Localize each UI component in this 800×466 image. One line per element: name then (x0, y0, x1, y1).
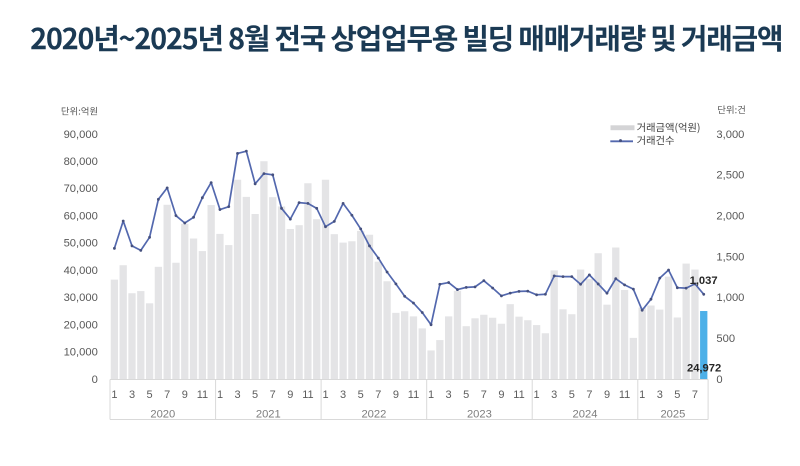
svg-text:3: 3 (234, 389, 240, 401)
svg-text:20,000: 20,000 (64, 319, 98, 331)
svg-text:1: 1 (322, 389, 328, 401)
svg-text:5: 5 (252, 389, 258, 401)
svg-text:1: 1 (111, 389, 117, 401)
svg-text:2,500: 2,500 (716, 170, 744, 182)
svg-text:5: 5 (147, 389, 153, 401)
svg-text:3,000: 3,000 (716, 129, 744, 141)
svg-text:10,000: 10,000 (64, 347, 98, 359)
svg-text:2021: 2021 (256, 409, 281, 421)
svg-text:7: 7 (586, 389, 592, 401)
svg-text:2025: 2025 (660, 409, 685, 421)
svg-text:2020: 2020 (150, 409, 175, 421)
svg-text:11: 11 (302, 389, 313, 401)
svg-text:11: 11 (513, 389, 524, 401)
svg-text:70,000: 70,000 (64, 183, 98, 195)
svg-text:2022: 2022 (361, 409, 386, 421)
svg-text:3: 3 (657, 389, 663, 401)
svg-text:1,037: 1,037 (690, 275, 718, 287)
svg-text:5: 5 (674, 389, 680, 401)
svg-text:30,000: 30,000 (64, 292, 98, 304)
svg-text:0: 0 (716, 374, 722, 386)
svg-text:9: 9 (393, 389, 399, 401)
svg-text:11: 11 (197, 389, 208, 401)
svg-text:1: 1 (534, 389, 540, 401)
svg-text:5: 5 (569, 389, 575, 401)
svg-text:1: 1 (428, 389, 434, 401)
svg-text:500: 500 (716, 333, 735, 345)
svg-text:2024: 2024 (573, 409, 598, 421)
svg-text:3: 3 (446, 389, 452, 401)
svg-text:9: 9 (182, 389, 188, 401)
svg-text:9: 9 (498, 389, 504, 401)
svg-text:11: 11 (408, 389, 419, 401)
svg-text:2023: 2023 (467, 409, 492, 421)
svg-text:50,000: 50,000 (64, 238, 98, 250)
svg-text:7: 7 (375, 389, 381, 401)
svg-text:5: 5 (463, 389, 469, 401)
svg-text:90,000: 90,000 (64, 129, 98, 141)
svg-text:1,500: 1,500 (716, 251, 744, 263)
svg-text:3: 3 (551, 389, 557, 401)
svg-text:40,000: 40,000 (64, 265, 98, 277)
svg-text:11: 11 (619, 389, 630, 401)
svg-text:3: 3 (129, 389, 135, 401)
svg-text:3: 3 (340, 389, 346, 401)
svg-text:2,000: 2,000 (716, 211, 744, 223)
svg-text:60,000: 60,000 (64, 211, 98, 223)
svg-text:1: 1 (639, 389, 645, 401)
svg-text:9: 9 (287, 389, 293, 401)
svg-text:7: 7 (270, 389, 276, 401)
svg-text:1: 1 (217, 389, 223, 401)
svg-text:80,000: 80,000 (64, 156, 98, 168)
svg-text:0: 0 (92, 374, 98, 386)
svg-text:24,972: 24,972 (687, 362, 721, 374)
svg-text:7: 7 (481, 389, 487, 401)
svg-text:7: 7 (692, 389, 698, 401)
svg-text:1,000: 1,000 (716, 292, 744, 304)
svg-text:5: 5 (358, 389, 364, 401)
svg-text:7: 7 (164, 389, 170, 401)
svg-text:9: 9 (604, 389, 610, 401)
